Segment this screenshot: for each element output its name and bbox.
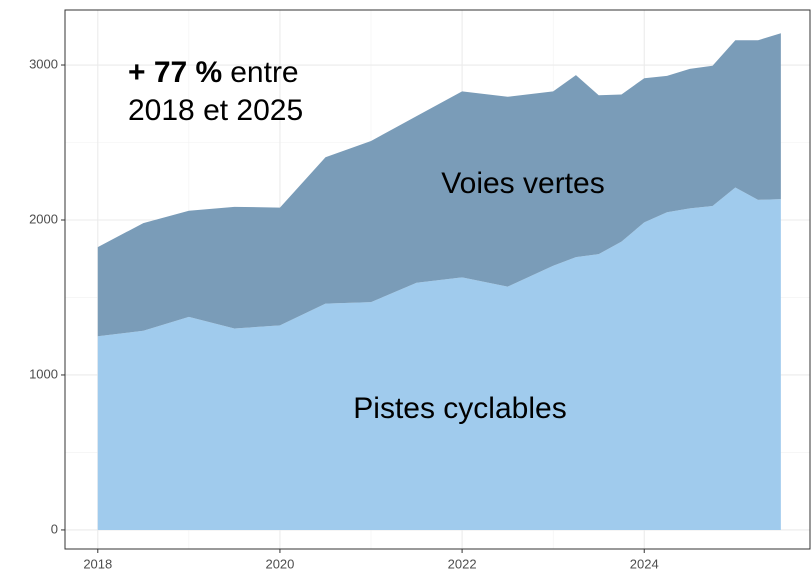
area: [97, 33, 781, 337]
panel-border: [64, 9, 811, 550]
series-label: Pistes cyclables: [353, 392, 566, 425]
labels: + 77 % entre 2018 et 2025 Voies vertes Pi…: [128, 56, 605, 425]
y-tick-label: 3000: [29, 56, 58, 71]
series-label: Voies vertes: [441, 167, 604, 200]
y-tick-label: 2000: [29, 211, 58, 226]
x-tick-label: 2024: [630, 556, 659, 571]
annotation: + 77 % entre: [128, 56, 299, 89]
annotation-rest: entre: [230, 56, 298, 89]
x-tick-label: 2022: [448, 556, 477, 571]
x-tick-label: 2020: [265, 556, 294, 571]
annotation-line2: 2018 et 2025: [128, 94, 303, 127]
axes: 0 1000 2000 3000 2018 2020 2022 2024: [29, 9, 811, 571]
x-tick-label: 2018: [83, 556, 112, 571]
annotation-highlight: + 77 %: [128, 56, 222, 89]
area: [97, 187, 781, 530]
y-tick-label: 1000: [29, 366, 58, 381]
y-tick-label: 0: [51, 521, 58, 536]
areas: [97, 33, 781, 530]
